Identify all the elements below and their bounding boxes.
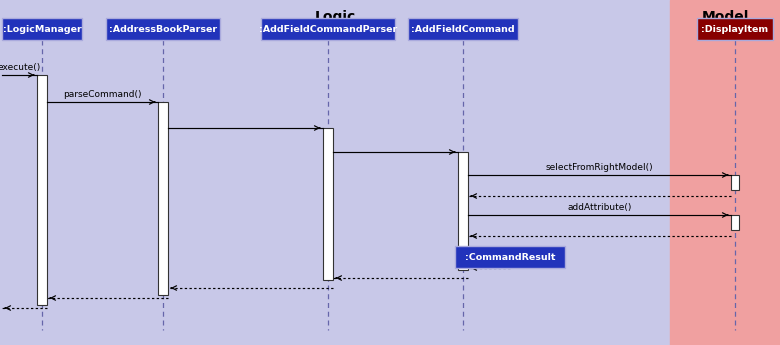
Text: addAttribute(): addAttribute() (567, 203, 632, 212)
Text: Logic: Logic (314, 10, 356, 24)
Text: :LogicManager: :LogicManager (2, 24, 81, 33)
Text: selectFromRightModel(): selectFromRightModel() (546, 163, 654, 172)
Bar (670, 0, 780, 345)
Bar (158, 102, 168, 295)
Bar (458, 152, 468, 270)
Bar (731, 215, 739, 230)
Text: parseCommand(): parseCommand() (63, 90, 142, 99)
Bar (261, 18, 395, 40)
Bar (323, 128, 333, 280)
Text: :AddFieldCommandParser: :AddFieldCommandParser (259, 24, 397, 33)
Text: :AddFieldCommand: :AddFieldCommand (411, 24, 515, 33)
Text: :CommandResult: :CommandResult (465, 253, 555, 262)
Text: :AddressBookParser: :AddressBookParser (109, 24, 217, 33)
Bar (106, 18, 220, 40)
Bar (697, 18, 773, 40)
Bar (731, 175, 739, 190)
Bar (459, 255, 467, 265)
Bar (0, 0, 670, 345)
Text: Model: Model (701, 10, 749, 24)
Bar (2, 18, 82, 40)
Text: :DisplayItem: :DisplayItem (701, 24, 768, 33)
Bar (455, 246, 565, 268)
Text: execute(): execute() (0, 63, 41, 72)
Bar (408, 18, 518, 40)
Bar (37, 75, 47, 305)
